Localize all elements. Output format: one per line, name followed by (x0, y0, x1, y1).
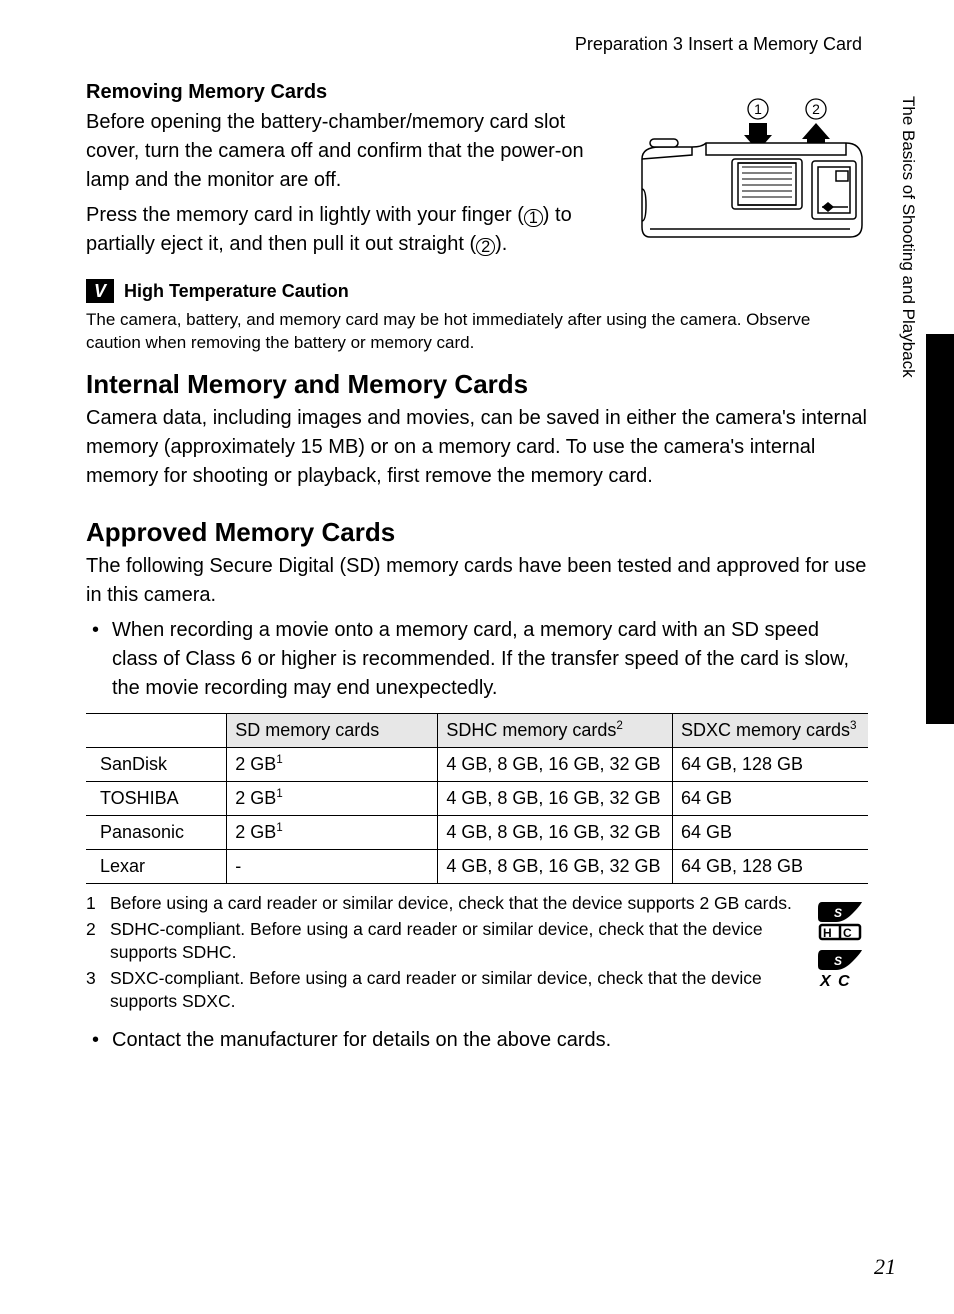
svg-text:X: X (819, 973, 832, 988)
removing-para1: Before opening the battery-chamber/memor… (86, 108, 618, 195)
footnote-number: 3 (86, 967, 96, 991)
section-tab (926, 334, 954, 724)
text-fragment: SDXC memory cards (681, 720, 850, 740)
table-row: Lexar-4 GB, 8 GB, 16 GB, 32 GB64 GB, 128… (86, 849, 868, 883)
table-cell-sdxc: 64 GB, 128 GB (672, 849, 868, 883)
footnote-item: 1 Before using a card reader or similar d… (86, 892, 800, 916)
heading-approved: Approved Memory Cards (86, 517, 868, 548)
step-2-inline-icon: 2 (476, 238, 495, 257)
internal-memory-body: Camera data, including images and movies… (86, 404, 868, 491)
table-cell-sdhc: 4 GB, 8 GB, 16 GB, 32 GB (438, 849, 673, 883)
removing-para2: Press the memory card in lightly with yo… (86, 201, 618, 259)
table-cell-sdxc: 64 GB (672, 815, 868, 849)
approved-bullet-2: Contact the manufacturer for details on … (86, 1026, 868, 1055)
table-cell-sdhc: 4 GB, 8 GB, 16 GB, 32 GB (438, 815, 673, 849)
table-cell-sdhc: 4 GB, 8 GB, 16 GB, 32 GB (438, 781, 673, 815)
table-cell-sd: - (227, 849, 438, 883)
camera-diagram-svg: 1 2 (636, 95, 868, 245)
table-header-sdxc: SDXC memory cards3 (672, 713, 868, 747)
sd-logos: S H C S X C (814, 892, 868, 993)
footnote-item: 2 SDHC-compliant. Before using a card rea… (86, 918, 800, 965)
table-header-row: SD memory cards SDHC memory cards2 SDXC … (86, 713, 868, 747)
step-1-inline-icon: 1 (524, 209, 543, 228)
footnote-text: SDHC-compliant. Before using a card read… (110, 919, 763, 963)
diagram-label-1: 1 (754, 101, 762, 117)
svg-text:H: H (823, 926, 832, 940)
footnote-number: 1 (86, 892, 96, 916)
table-cell-brand: Panasonic (86, 815, 227, 849)
section-label: The Basics of Shooting and Playback (898, 96, 918, 396)
table-row: SanDisk2 GB14 GB, 8 GB, 16 GB, 32 GB64 G… (86, 747, 868, 781)
superscript: 1 (276, 787, 283, 800)
table-cell-sdxc: 64 GB (672, 781, 868, 815)
footnote-number: 2 (86, 918, 96, 942)
caution-icon: V (86, 279, 114, 303)
table-row: TOSHIBA2 GB14 GB, 8 GB, 16 GB, 32 GB64 G… (86, 781, 868, 815)
svg-text:C: C (838, 973, 850, 988)
table-cell-sd: 2 GB1 (227, 747, 438, 781)
superscript: 1 (276, 753, 283, 766)
text-fragment: ). (495, 233, 507, 255)
camera-diagram: 1 2 (636, 81, 868, 250)
superscript: 1 (276, 821, 283, 834)
breadcrumb: Preparation 3 Insert a Memory Card (86, 34, 868, 55)
table-cell-sd: 2 GB1 (227, 815, 438, 849)
svg-text:S: S (834, 906, 842, 920)
footnote-item: 3 SDXC-compliant. Before using a card rea… (86, 967, 800, 1014)
text-fragment: Press the memory card in lightly with yo… (86, 204, 524, 226)
table-header-sdhc: SDHC memory cards2 (438, 713, 673, 747)
svg-text:S: S (834, 954, 842, 968)
page-number: 21 (874, 1254, 896, 1280)
table-header-sd: SD memory cards (227, 713, 438, 747)
caution-icon-glyph: V (94, 281, 106, 302)
table-cell-sd: 2 GB1 (227, 781, 438, 815)
table-cell-brand: Lexar (86, 849, 227, 883)
svg-text:C: C (843, 926, 852, 940)
table-cell-sdxc: 64 GB, 128 GB (672, 747, 868, 781)
text-fragment: SDHC memory cards (446, 720, 616, 740)
table-header-blank (86, 713, 227, 747)
table-cell-brand: TOSHIBA (86, 781, 227, 815)
approved-intro: The following Secure Digital (SD) memory… (86, 552, 868, 610)
sd-logos-svg: S H C S X C (814, 898, 868, 988)
diagram-label-2: 2 (812, 101, 820, 117)
table-row: Panasonic2 GB14 GB, 8 GB, 16 GB, 32 GB64… (86, 815, 868, 849)
heading-removing: Removing Memory Cards (86, 81, 618, 104)
footnote-text: Before using a card reader or similar de… (110, 893, 792, 913)
table-cell-brand: SanDisk (86, 747, 227, 781)
superscript: 3 (850, 719, 857, 732)
approved-bullet-1: When recording a movie onto a memory car… (86, 616, 868, 703)
footnote-text: SDXC-compliant. Before using a card read… (110, 968, 762, 1012)
superscript: 2 (616, 719, 623, 732)
caution-title: High Temperature Caution (124, 281, 349, 302)
footnote-list: 1 Before using a card reader or similar d… (86, 892, 800, 1016)
table-cell-sdhc: 4 GB, 8 GB, 16 GB, 32 GB (438, 747, 673, 781)
memory-card-table: SD memory cards SDHC memory cards2 SDXC … (86, 713, 868, 884)
caution-body: The camera, battery, and memory card may… (86, 309, 868, 355)
heading-internal-memory: Internal Memory and Memory Cards (86, 369, 868, 400)
